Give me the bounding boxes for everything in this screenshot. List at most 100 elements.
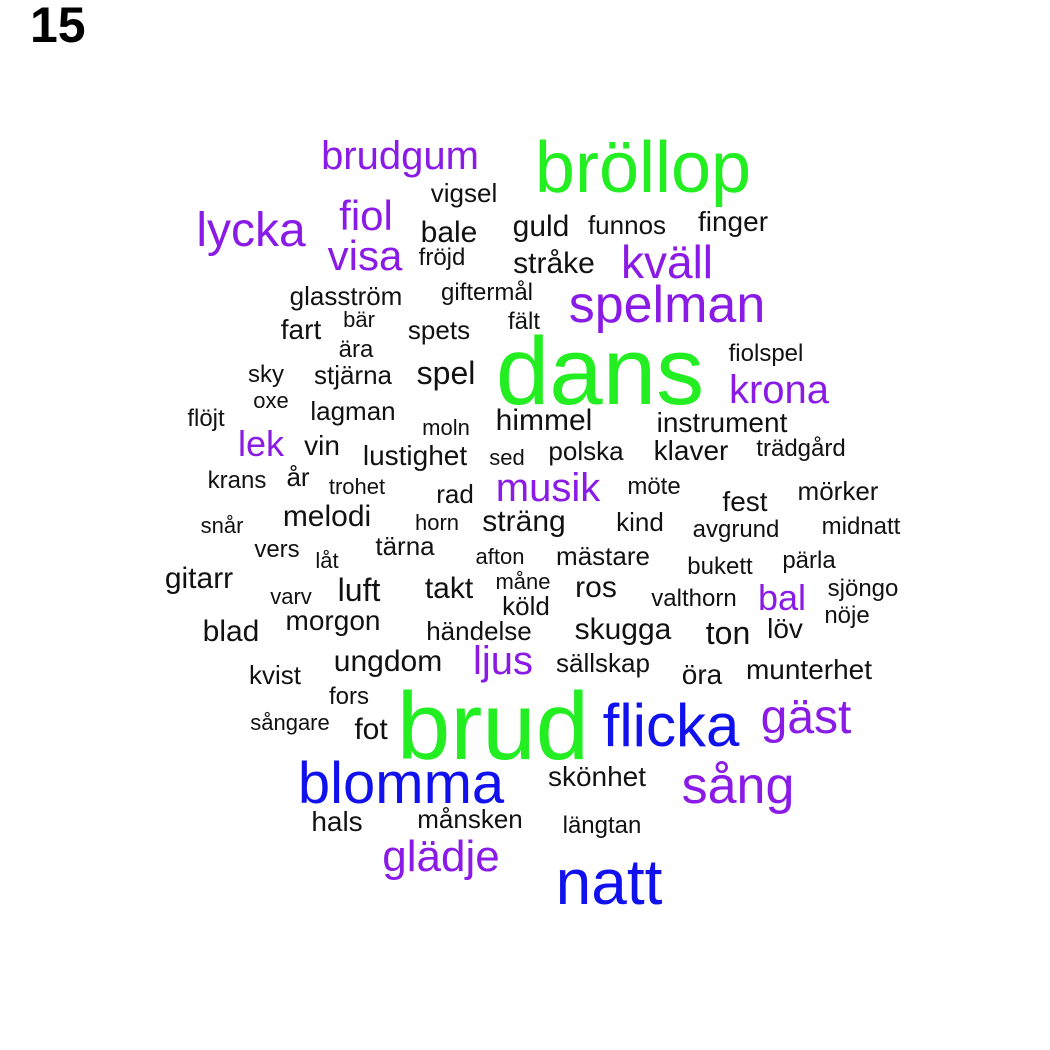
word-81: nöje <box>824 602 870 629</box>
word-11: glädje <box>382 832 500 881</box>
word-94: sångare <box>250 710 330 735</box>
word-19: lek <box>237 423 285 464</box>
word-86: ton <box>705 615 751 651</box>
word-93: fors <box>328 683 370 710</box>
word-73: varv <box>270 584 312 609</box>
word-80: sjöngo <box>827 575 899 602</box>
word-98: månsken <box>417 804 523 834</box>
word-96: skönhet <box>547 761 647 792</box>
word-39: oxe <box>253 388 289 413</box>
word-58: snår <box>200 513 244 538</box>
word-15: visa <box>327 232 403 279</box>
word-5: flicka <box>602 692 740 759</box>
word-37: stjärna <box>313 360 393 390</box>
word-74: luft <box>337 572 381 608</box>
word-42: moln <box>422 415 470 440</box>
word-75: takt <box>424 572 474 605</box>
word-43: himmel <box>495 404 593 437</box>
word-61: sträng <box>482 505 566 538</box>
word-29: giftermål <box>440 279 534 306</box>
word-13: brudgum <box>321 134 479 178</box>
word-36: sky <box>248 361 284 388</box>
word-87: löv <box>767 613 803 644</box>
word-51: krans <box>207 467 267 494</box>
word-77: ros <box>575 571 617 604</box>
word-57: mörker <box>797 476 879 506</box>
word-6: blomma <box>297 751 505 816</box>
word-24: funnos <box>587 210 667 240</box>
word-27: stråke <box>513 247 595 280</box>
word-64: midnatt <box>821 513 901 540</box>
panel-number-label: 15 <box>30 0 86 53</box>
word-53: trohet <box>328 474 386 499</box>
word-44: instrument <box>656 407 788 438</box>
word-50: trädgård <box>756 435 846 462</box>
word-31: bär <box>343 307 375 332</box>
word-60: horn <box>414 510 460 535</box>
word-85: skugga <box>574 613 672 646</box>
word-46: lustighet <box>362 440 468 471</box>
word-66: tärna <box>375 531 435 561</box>
word-79: valthorn <box>651 585 737 612</box>
word-7: sång <box>681 757 795 815</box>
word-72: gitarr <box>164 562 234 595</box>
word-89: ungdom <box>333 645 443 678</box>
word-2: brud <box>396 673 590 780</box>
word-47: sed <box>489 445 525 470</box>
word-35: fiolspel <box>728 340 804 367</box>
word-88: kvist <box>249 660 301 690</box>
word-33: fält <box>507 308 541 335</box>
word-91: öra <box>681 659 723 690</box>
word-63: avgrund <box>692 516 780 543</box>
word-38: spel <box>416 355 476 391</box>
word-68: afton <box>475 544 525 569</box>
word-28: glasström <box>289 281 403 311</box>
word-30: fart <box>280 314 322 345</box>
word-23: guld <box>512 210 570 243</box>
word-82: blad <box>202 615 260 648</box>
word-20: bal <box>757 577 807 618</box>
word-78: köld <box>502 591 550 621</box>
word-40: lagman <box>310 396 396 426</box>
word-12: gäst <box>760 691 852 744</box>
word-95: fot <box>354 713 388 746</box>
word-90: sällskap <box>556 648 650 678</box>
word-69: mästare <box>556 541 650 571</box>
word-52: år <box>286 462 310 492</box>
word-97: hals <box>311 806 363 837</box>
word-83: morgon <box>285 605 381 636</box>
word-65: vers <box>254 536 300 563</box>
word-56: fest <box>722 486 768 517</box>
word-14: fiol <box>339 192 393 239</box>
word-8: spelman <box>568 276 766 334</box>
word-49: klaver <box>653 435 729 466</box>
word-22: bale <box>420 216 478 249</box>
word-59: melodi <box>282 500 372 533</box>
word-34: ära <box>338 336 374 363</box>
word-16: krona <box>728 368 830 412</box>
word-70: bukett <box>687 553 753 580</box>
word-67: låt <box>315 548 339 573</box>
word-55: möte <box>627 473 681 500</box>
word-76: måne <box>495 569 551 594</box>
word-48: polska <box>548 436 624 466</box>
word-45: vin <box>304 430 340 461</box>
word-21: vigsel <box>430 178 498 208</box>
word-26: fröjd <box>418 244 466 271</box>
word-17: musik <box>495 466 601 510</box>
word-71: pärla <box>782 547 836 574</box>
word-32: spets <box>407 315 471 345</box>
word-10: lycka <box>196 204 306 257</box>
word-1: dans <box>495 318 705 425</box>
word-3: bröllop <box>534 128 752 208</box>
word-18: ljus <box>472 639 534 683</box>
word-62: kind <box>616 507 664 537</box>
word-9: kväll <box>620 236 714 288</box>
word-41: flöjt <box>187 405 225 432</box>
word-4: natt <box>555 846 663 918</box>
word-54: rad <box>436 479 474 509</box>
word-25: finger <box>697 206 769 237</box>
word-99: längtan <box>562 812 642 839</box>
